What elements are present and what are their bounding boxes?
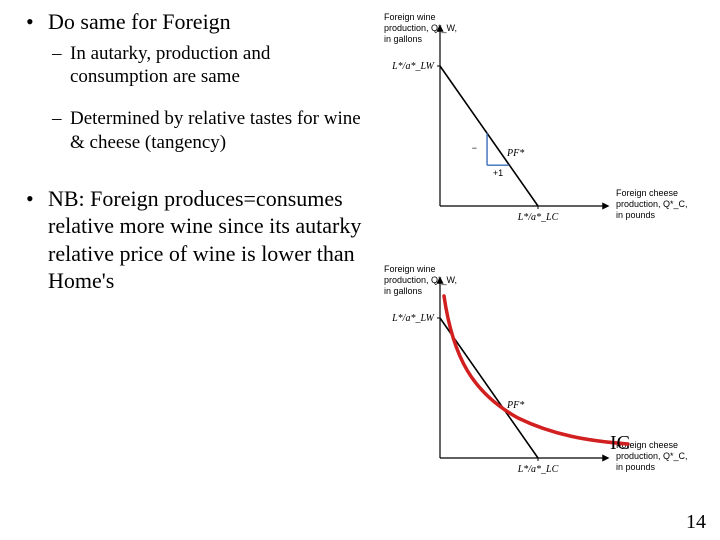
svg-text:L*/a*_LC: L*/a*_LC — [517, 212, 559, 223]
svg-text:−: − — [472, 143, 477, 153]
svg-text:in pounds: in pounds — [616, 210, 656, 220]
svg-text:Foreign cheese: Foreign cheese — [616, 188, 678, 198]
svg-text:PF*: PF* — [506, 148, 524, 159]
svg-text:production, Q*_C,: production, Q*_C, — [616, 199, 688, 209]
svg-text:L*/a*_LC: L*/a*_LC — [517, 464, 559, 475]
ic-label: IC — [610, 432, 630, 455]
page-number: 14 — [686, 511, 706, 534]
svg-text:PF*: PF* — [506, 400, 524, 411]
chart-ppf-ic: L*/a*_LW L*/a*_LC PF* Foreign wineproductio… — [378, 258, 708, 488]
svg-text:in gallons: in gallons — [384, 286, 423, 296]
svg-text:Foreign wine: Foreign wine — [384, 264, 436, 274]
text-column: Do same for Foreign In autarky, producti… — [26, 8, 366, 301]
svg-text:in gallons: in gallons — [384, 34, 423, 44]
svg-text:production, Q*_W,: production, Q*_W, — [384, 275, 457, 285]
svg-text:in pounds: in pounds — [616, 462, 656, 472]
bullet-do-same: Do same for Foreign — [26, 8, 366, 36]
bullet-nb: NB: Foreign produces=consumes relative m… — [26, 185, 366, 295]
svg-text:production, Q*_W,: production, Q*_W, — [384, 23, 457, 33]
svg-text:+1: +1 — [493, 168, 503, 178]
svg-text:L*/a*_LW: L*/a*_LW — [391, 61, 436, 72]
svg-text:L*/a*_LW: L*/a*_LW — [391, 313, 436, 324]
chart-ppf-top: L*/a*_LWL*/a*_LCPF*Foreign wineproductio… — [378, 6, 708, 236]
bullet-tangency: Determined by relative tastes for wine &… — [26, 107, 366, 155]
bullet-autarky: In autarky, production and consumption a… — [26, 42, 366, 90]
svg-text:Foreign wine: Foreign wine — [384, 12, 436, 22]
